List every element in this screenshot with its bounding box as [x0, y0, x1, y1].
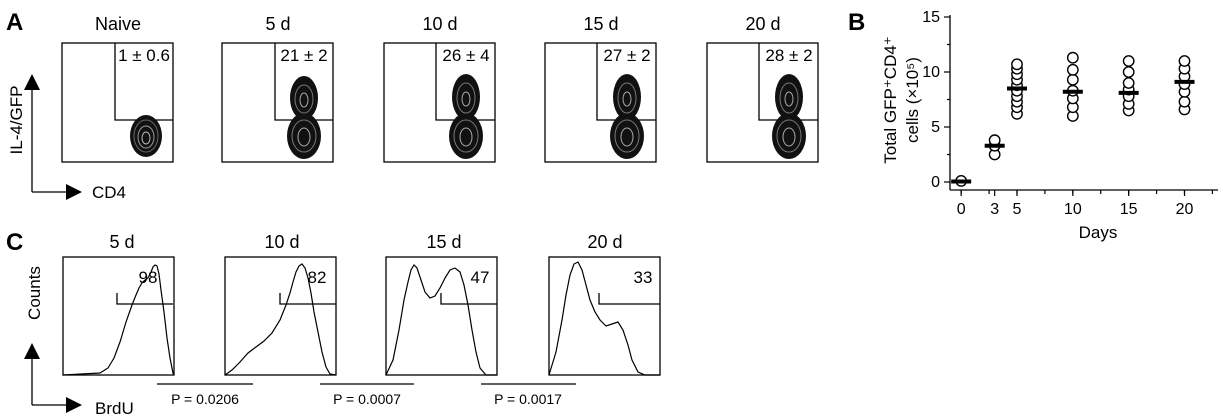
- y-tick-label: 5: [931, 119, 940, 136]
- x-tick-label: 20: [1176, 201, 1194, 218]
- chart-ylabel-line2: cells (×10⁵): [903, 57, 922, 143]
- histogram-title: 15 d: [426, 232, 461, 252]
- data-point: [1066, 63, 1079, 76]
- p-value-0: P = 0.0206: [157, 383, 253, 407]
- data-point: [1122, 66, 1135, 78]
- x-tick-label: 3: [990, 201, 999, 218]
- scatter-chart: Total GFP⁺CD4⁺ cells (×10⁵) Days 0 5 10 15 0…: [881, 9, 1218, 242]
- contour-population: [610, 74, 644, 159]
- histogram-10d: 10 d 82: [224, 232, 337, 376]
- flow-plot-naive: Naive 1 ± 0.6: [61, 14, 174, 163]
- panel-c-label: C: [6, 229, 23, 256]
- panel-a-axes-indicator: [24, 74, 82, 200]
- histogram-5d: 5 d 98: [62, 232, 175, 376]
- panel-a-x-label: CD4: [92, 183, 126, 202]
- p-value-label: P = 0.0017: [494, 391, 562, 407]
- data-point: [1178, 95, 1191, 108]
- up-arrow-icon: [24, 74, 40, 90]
- p-value-2: P = 0.0017: [481, 383, 576, 407]
- gate-percentage: 1 ± 0.6: [118, 46, 170, 65]
- gate-percentage: 98: [139, 268, 158, 287]
- data-point: [1178, 55, 1191, 67]
- histogram-15d: 15 d 47: [385, 232, 498, 376]
- right-arrow-icon: [66, 184, 82, 200]
- histogram-title: 5 d: [109, 232, 134, 252]
- histogram-trace: [548, 261, 660, 376]
- data-point: [1066, 73, 1079, 86]
- gate-percentage: 21 ± 2: [280, 46, 327, 65]
- y-tick-label: 0: [931, 174, 940, 191]
- panel-c-y-label: Counts: [25, 266, 44, 320]
- gate-percentage: 26 ± 4: [442, 46, 489, 65]
- panel-c-x-label: BrdU: [95, 399, 134, 417]
- right-arrow-icon: [66, 397, 82, 413]
- flow-plot-title: Naive: [95, 14, 141, 34]
- flow-plot-15d: 15 d 27 ± 2: [544, 14, 657, 163]
- gate-percentage: 33: [634, 268, 653, 287]
- gate-percentage: 27 ± 2: [603, 46, 650, 65]
- up-arrow-icon: [24, 343, 40, 359]
- flow-plot-title: 20 d: [745, 14, 780, 34]
- y-tick-label: 15: [922, 9, 940, 26]
- flow-plot-5d: 5 d 21 ± 2: [221, 14, 334, 163]
- contour-population: [449, 74, 483, 159]
- chart-xlabel: Days: [1079, 223, 1118, 242]
- contour-population: [130, 115, 162, 157]
- histogram-20d: 20 d 33: [548, 232, 661, 376]
- flow-plot-10d: 10 d 26 ± 4: [383, 14, 496, 163]
- gate-percentage: 28 ± 2: [765, 46, 812, 65]
- chart-marks: [951, 51, 1195, 187]
- flow-plot-title: 5 d: [265, 14, 290, 34]
- data-point: [1066, 51, 1079, 64]
- x-tick-label: 0: [957, 201, 966, 218]
- gate-percentage: 82: [308, 268, 327, 287]
- p-value-label: P = 0.0007: [333, 391, 401, 407]
- x-tick-label: 10: [1064, 201, 1082, 218]
- flow-plot-title: 15 d: [583, 14, 618, 34]
- y-tick-label: 10: [922, 64, 940, 81]
- panel-a-y-label: IL-4/GFP: [7, 86, 26, 155]
- contour-population: [287, 76, 321, 159]
- flow-plot-20d: 20 d 28 ± 2: [706, 14, 819, 163]
- histogram-trace: [224, 263, 337, 376]
- panel-c-axes-indicator: [24, 343, 82, 413]
- histogram-title: 20 d: [587, 232, 622, 252]
- p-value-1: P = 0.0007: [320, 383, 414, 407]
- contour-population: [772, 74, 806, 159]
- data-point: [1122, 55, 1135, 67]
- histogram-trace: [62, 264, 175, 376]
- data-point: [1122, 77, 1135, 89]
- panel-b-label: B: [848, 9, 865, 36]
- x-tick-label: 15: [1120, 201, 1138, 218]
- panel-a-label: A: [6, 9, 23, 36]
- flow-plot-title: 10 d: [422, 14, 457, 34]
- x-tick-label: 5: [1013, 201, 1022, 218]
- gate-percentage: 47: [471, 268, 490, 287]
- histogram-title: 10 d: [264, 232, 299, 252]
- histogram-trace: [385, 264, 497, 376]
- p-value-label: P = 0.0206: [171, 391, 239, 407]
- chart-ylabel-line1: Total GFP⁺CD4⁺: [881, 36, 900, 164]
- data-point: [1011, 58, 1023, 71]
